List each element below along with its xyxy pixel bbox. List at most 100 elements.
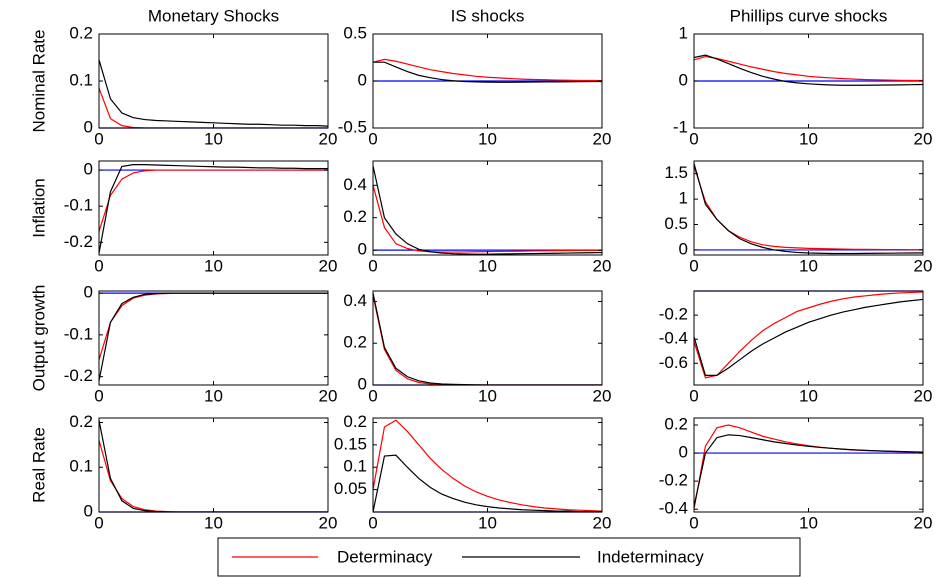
plot-area — [373, 161, 602, 255]
x-tick-label: 0 — [689, 129, 698, 148]
x-tick-label: 20 — [319, 256, 338, 275]
x-tick-label: 0 — [689, 386, 698, 405]
y-tick-label: 1.5 — [664, 163, 688, 182]
legend-label: Determinacy — [337, 547, 433, 566]
x-tick-label: 20 — [593, 386, 612, 405]
y-tick-label: 0.4 — [343, 175, 367, 194]
plot-area — [694, 291, 923, 385]
x-tick-label: 20 — [914, 386, 933, 405]
series-line — [99, 420, 328, 512]
x-tick-label: 20 — [914, 256, 933, 275]
y-tick-label: -0.2 — [659, 471, 688, 490]
x-tick-label: 10 — [799, 386, 818, 405]
legend-label: Indeterminacy — [597, 547, 704, 566]
y-tick-label: 0.2 — [343, 207, 367, 226]
series-line — [694, 291, 923, 379]
y-tick-label: -0.1 — [64, 324, 93, 343]
y-tick-label: 0 — [358, 70, 367, 89]
column-title: Monetary Shocks — [148, 6, 279, 25]
series-line — [99, 440, 328, 512]
subplot: 0 10 20 -0.2 -0.1 0 Output growth — [29, 283, 337, 406]
x-tick-label: 20 — [593, 513, 612, 532]
plot-area — [99, 161, 328, 255]
y-axis-label: Real Rate — [29, 427, 48, 503]
series-line — [99, 164, 328, 254]
y-tick-label: 0.5 — [343, 23, 367, 42]
plot-area — [694, 161, 923, 255]
subplot: 0 10 20 -0.6 -0.4 -0.2 — [659, 290, 933, 405]
y-tick-label: 0.1 — [69, 457, 93, 476]
y-tick-label: 1 — [679, 189, 688, 208]
x-tick-label: 20 — [914, 129, 933, 148]
y-tick-label: 0.5 — [664, 214, 688, 233]
y-tick-label: 1 — [679, 23, 688, 42]
x-tick-label: 0 — [368, 256, 377, 275]
column-title: IS shocks — [451, 6, 525, 25]
series-line — [373, 292, 602, 385]
plot-area — [99, 291, 328, 385]
x-tick-label: 10 — [478, 256, 497, 275]
x-tick-label: 10 — [799, 129, 818, 148]
x-tick-label: 10 — [478, 129, 497, 148]
subplot: 0 10 20 0 0.2 0.4 — [343, 160, 611, 275]
x-tick-label: 20 — [319, 513, 338, 532]
x-tick-label: 20 — [319, 386, 338, 405]
series-line — [373, 295, 602, 385]
x-tick-label: 10 — [478, 386, 497, 405]
y-axis-label: Inflation — [29, 178, 48, 238]
y-axis-label: Nominal Rate — [29, 30, 48, 133]
y-tick-label: 0 — [84, 160, 93, 179]
x-tick-label: 0 — [94, 513, 103, 532]
x-tick-label: 0 — [368, 129, 377, 148]
y-tick-label: 0 — [358, 374, 367, 393]
y-tick-label: 0.2 — [343, 412, 367, 431]
x-tick-label: 0 — [94, 386, 103, 405]
y-tick-label: -0.2 — [659, 305, 688, 324]
x-tick-label: 10 — [204, 129, 223, 148]
subplot: 0 10 20 -0.2 -0.1 0 Inflation — [29, 160, 337, 276]
y-tick-label: 0 — [84, 283, 93, 302]
x-tick-label: 10 — [204, 256, 223, 275]
y-tick-label: 0.2 — [664, 414, 688, 433]
y-tick-label: -1 — [673, 117, 688, 136]
series-line — [694, 55, 923, 82]
x-tick-label: 20 — [914, 513, 933, 532]
x-tick-label: 10 — [799, 256, 818, 275]
x-tick-label: 0 — [368, 513, 377, 532]
column-title: Phillips curve shocks — [730, 6, 888, 25]
series-line — [694, 434, 923, 507]
series-line — [373, 58, 602, 82]
y-tick-label: -0.4 — [659, 499, 688, 518]
x-tick-label: 0 — [689, 256, 698, 275]
x-tick-label: 0 — [94, 129, 103, 148]
series-line — [694, 54, 923, 86]
plot-area — [694, 418, 923, 512]
y-tick-label: 0.2 — [343, 333, 367, 352]
y-tick-label: -0.2 — [64, 232, 93, 251]
subplot: 0 10 20-0.500.5IS shocks — [338, 6, 612, 148]
series-line — [99, 169, 328, 232]
subplot: 0 10 20 0 0.5 1 1.5 — [664, 160, 933, 275]
subplot: 0 10 20 0.05 0.1 0.15 0.2 — [334, 412, 612, 533]
legend: Determinacy Indeterminacy — [217, 537, 801, 577]
y-tick-label: -0.5 — [338, 117, 367, 136]
x-tick-label: 10 — [799, 513, 818, 532]
y-tick-label: -0.2 — [64, 366, 93, 385]
x-tick-label: 10 — [204, 386, 223, 405]
y-tick-label: 0.4 — [343, 291, 367, 310]
x-tick-label: 0 — [368, 386, 377, 405]
x-tick-label: 20 — [319, 129, 338, 148]
y-tick-label: -0.4 — [659, 329, 688, 348]
subplot: 0 10 20 0 0.1 0.2 Monetary Shocks Nominal Rate — [29, 6, 337, 148]
series-line — [373, 419, 602, 512]
x-tick-label: 0 — [94, 256, 103, 275]
plot-area — [99, 418, 328, 512]
plot-area — [373, 291, 602, 385]
y-tick-label: 0 — [679, 70, 688, 89]
x-tick-label: 0 — [689, 513, 698, 532]
series-line — [99, 59, 328, 127]
y-tick-label: 0 — [84, 501, 93, 520]
y-axis-label: Output growth — [29, 285, 48, 392]
